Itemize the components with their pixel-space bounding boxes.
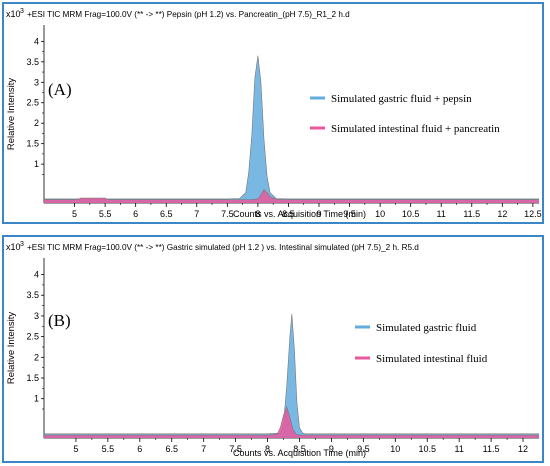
x-tick-label: 8.5 [282, 209, 295, 219]
series-line-0 [44, 313, 539, 435]
y-tick-label: 4 [34, 270, 39, 280]
series-line-0 [44, 55, 539, 200]
y-multiplier: x10 [6, 9, 21, 19]
legend-label-1: Simulated intestinal fluid + pancreatin [331, 123, 500, 135]
x-tick-label: 9 [329, 444, 334, 454]
x-tick-label: 7.5 [229, 444, 242, 454]
y-tick-label: 2.5 [26, 98, 39, 108]
series-line-1 [44, 188, 539, 201]
y-tick-label: 3.5 [26, 57, 39, 67]
y-tick-label: 4 [34, 36, 39, 46]
y-axis-label: Relative Intensity [6, 312, 17, 385]
x-tick-label: 6 [133, 209, 138, 219]
y-axis-label: Relative Intensity [6, 78, 17, 151]
x-tick-label: 12 [497, 209, 507, 219]
x-tick-label: 9 [316, 209, 321, 219]
x-tick-label: 12.5 [524, 209, 542, 219]
series-area-1 [44, 189, 539, 203]
x-tick-label: 5 [72, 209, 77, 219]
panel-label: (B) [48, 311, 71, 330]
legend-label-1: Simulated intestinal fluid [376, 353, 488, 365]
x-axis-label: Counts vs. Acquisition Time (min) [233, 448, 366, 458]
x-tick-label: 9.5 [343, 209, 356, 219]
y-tick-label: 3.5 [26, 290, 39, 300]
series-area-1 [44, 406, 539, 438]
x-tick-label: 12 [518, 444, 528, 454]
x-tick-label: 10.5 [418, 444, 436, 454]
y-tick-label: 1 [34, 159, 39, 169]
series-line-1 [44, 406, 539, 436]
y-tick-label: 1 [34, 394, 39, 404]
series-area-0 [44, 313, 539, 438]
y-tick-label: 1.5 [26, 373, 39, 383]
x-tick-label: 10 [375, 209, 385, 219]
x-tick-label: 10 [390, 444, 400, 454]
chart-panel-a: x10 3 +ESI TIC MRM Frag=100.0V (** -> **) … [2, 2, 544, 224]
x-tick-label: 7 [194, 209, 199, 219]
y-multiplier: x10 [6, 242, 21, 252]
chart-panel-b: x10 3 +ESI TIC MRM Frag=100.0V (** -> **) … [2, 235, 544, 463]
x-tick-label: 11.5 [463, 209, 480, 219]
x-tick-label: 11 [454, 444, 463, 454]
x-tick-label: 6 [137, 444, 142, 454]
legend-label-0: Simulated gastric fluid [376, 322, 477, 334]
panel-frame [2, 235, 544, 463]
panel-label: (A) [48, 80, 72, 99]
x-tick-label: 8 [255, 209, 260, 219]
x-tick-label: 5.5 [102, 444, 115, 454]
x-tick-label: 10.5 [402, 209, 420, 219]
x-tick-label: 8.5 [293, 444, 306, 454]
y-multiplier-exponent: 3 [20, 8, 24, 15]
x-tick-label: 6.5 [160, 209, 173, 219]
x-axis-label: Counts vs. Acquisition Time (min) [233, 209, 366, 219]
y-tick-label: 2 [34, 352, 39, 362]
x-tick-label: 6.5 [165, 444, 178, 454]
y-tick-label: 3 [34, 77, 39, 87]
legend-label-0: Simulated gastric fluid + pepsin [331, 93, 472, 105]
x-tick-label: 11.5 [483, 444, 500, 454]
panel-frame [2, 2, 544, 224]
x-tick-label: 7 [201, 444, 206, 454]
y-tick-label: 2.5 [26, 332, 39, 342]
x-tick-label: 5 [73, 444, 78, 454]
chart-title: +ESI TIC MRM Frag=100.0V (** -> **) Gast… [27, 243, 419, 252]
y-tick-label: 2 [34, 118, 39, 128]
x-tick-label: 5.5 [99, 209, 112, 219]
chart-title: +ESI TIC MRM Frag=100.0V (** -> **) Peps… [27, 10, 350, 19]
y-tick-label: 1.5 [26, 139, 39, 149]
x-tick-label: 8 [265, 444, 270, 454]
y-tick-label: 3 [34, 311, 39, 321]
x-tick-label: 7.5 [221, 209, 234, 219]
y-multiplier-exponent: 3 [20, 241, 24, 248]
x-tick-label: 11 [437, 209, 446, 219]
x-tick-label: 9.5 [357, 444, 370, 454]
